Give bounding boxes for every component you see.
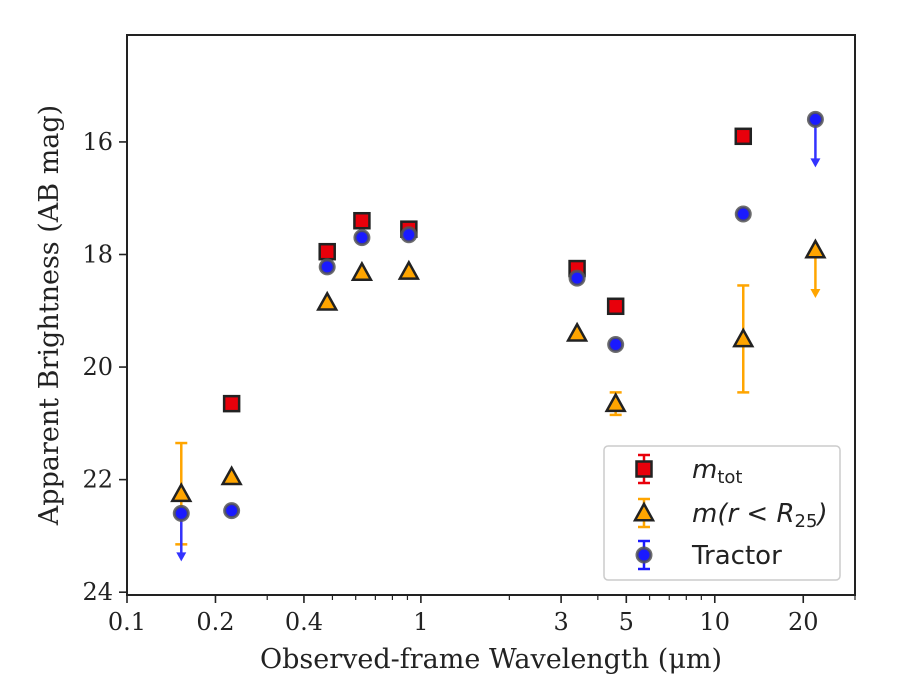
y-axis-ticks: 16 18 20 22 24 (82, 128, 127, 606)
x-tick-label: 20 (788, 608, 819, 636)
x-tick-label: 10 (700, 608, 731, 636)
chart-marks (170, 110, 827, 562)
upper-limit-arrowhead (810, 288, 821, 298)
y-tick-label: 16 (82, 128, 113, 156)
data-point-square (606, 297, 625, 316)
data-point-triangle (316, 290, 339, 311)
data-point-circle (223, 502, 241, 520)
data-point-triangle (604, 392, 627, 413)
y-tick-label: 22 (82, 466, 113, 494)
y-axis-label: Apparent Brightness (AB mag) (34, 105, 65, 526)
data-point-triangle (170, 482, 193, 503)
legend-label-end: ) (815, 499, 827, 529)
legend-subscript: 25 (795, 511, 818, 532)
data-point-square (222, 394, 241, 413)
x-tick-label: 0.2 (196, 608, 234, 636)
legend-marker (632, 501, 656, 522)
data-point-circle (172, 504, 190, 522)
data-point-triangle (804, 238, 827, 259)
x-tick-label: 0.4 (285, 608, 323, 636)
data-point-triangle (732, 327, 755, 348)
legend-label: m(r < R25) (692, 499, 828, 532)
data-point-circle (353, 229, 371, 247)
x-axis-label: Observed-frame Wavelength (μm) (260, 644, 722, 675)
legend-marker (635, 546, 653, 564)
data-point-triangle (397, 259, 420, 280)
y-tick-label: 18 (82, 240, 113, 268)
x-tick-label: 0.1 (108, 608, 146, 636)
data-point-circle (568, 269, 586, 287)
x-tick-label: 1 (413, 608, 428, 636)
data-point-triangle (220, 465, 243, 486)
data-point-circle (318, 258, 336, 276)
data-point-circle (734, 205, 752, 223)
legend-label: Tractor (691, 541, 782, 571)
y-tick-label: 20 (82, 353, 113, 381)
data-point-circle (806, 110, 824, 128)
legend-label: mtot (692, 455, 742, 488)
legend-marker (635, 460, 653, 478)
x-tick-label: 5 (619, 608, 634, 636)
y-tick-label: 24 (82, 578, 113, 606)
legend-box (603, 445, 841, 581)
legend: mtot m(r < R25) Tractor (603, 445, 841, 581)
data-point-square (353, 211, 371, 230)
upper-limit-arrowhead (810, 158, 821, 168)
x-axis-ticks: 0.1 0.2 0.4 1 3 5 10 20 (108, 595, 856, 636)
x-tick-label: 3 (553, 608, 568, 636)
upper-limit-arrowhead (176, 552, 187, 562)
data-point-circle (400, 226, 418, 244)
data-point-triangle (350, 260, 374, 281)
plot-frame (126, 34, 856, 596)
data-point-triangle (565, 321, 589, 342)
data-point-square (734, 127, 753, 146)
data-point-square (318, 242, 336, 261)
data-point-circle (607, 336, 625, 354)
legend-subscript: tot (717, 467, 742, 488)
